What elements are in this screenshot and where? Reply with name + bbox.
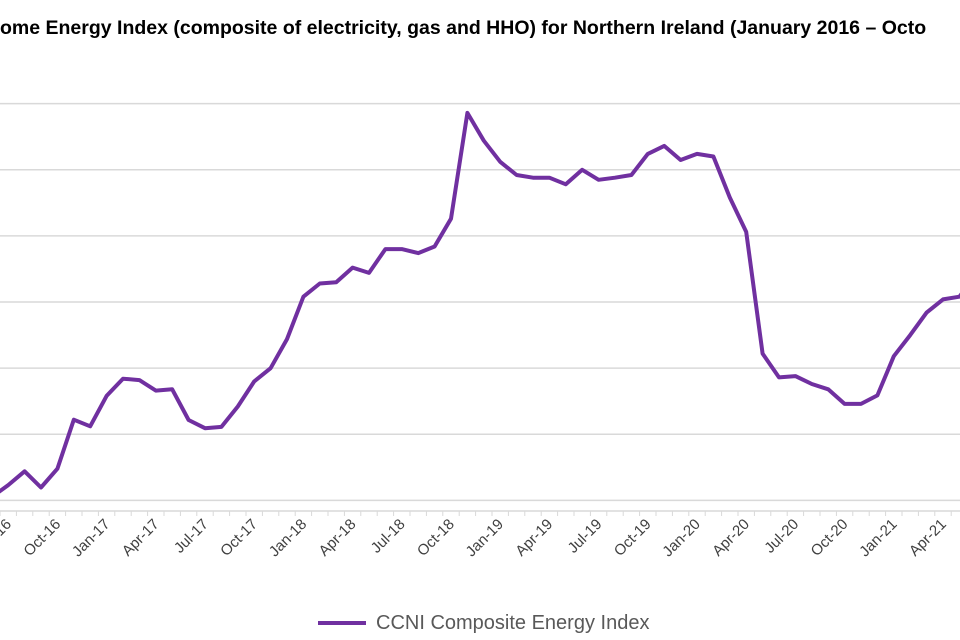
x-tick-label: Apr-17 bbox=[119, 516, 163, 560]
x-tick-label: Jul-18 bbox=[368, 516, 409, 557]
x-tick-label: Apr-18 bbox=[316, 516, 360, 560]
x-tick-label: Oct-18 bbox=[414, 516, 458, 560]
x-tick-label: Oct-20 bbox=[808, 516, 852, 560]
x-tick-label: Apr-19 bbox=[512, 516, 556, 560]
x-tick-label: Jan-19 bbox=[463, 516, 507, 560]
x-tick-label: Jan-21 bbox=[856, 516, 900, 560]
legend-label: CCNI Composite Energy Index bbox=[376, 611, 650, 634]
x-tick-label: Jul-20 bbox=[761, 516, 802, 557]
x-tick-label: Oct-16 bbox=[20, 516, 64, 560]
chart-title: ome Energy Index (composite of electrici… bbox=[0, 17, 927, 39]
x-tick-label: Jul-16 bbox=[0, 516, 15, 557]
legend: CCNI Composite Energy Index bbox=[318, 609, 649, 637]
x-tick-label: Jul-19 bbox=[565, 516, 606, 557]
x-tick-label: Jan-17 bbox=[69, 516, 113, 560]
x-tick-marks bbox=[0, 511, 952, 516]
x-tick-label: Jan-18 bbox=[266, 516, 310, 560]
x-tick-label: Apr-21 bbox=[906, 516, 950, 560]
series-line-ccni bbox=[0, 110, 960, 494]
x-tick-label: Jul-17 bbox=[171, 516, 212, 557]
x-tick-label: Apr-20 bbox=[709, 516, 753, 560]
gridlines bbox=[0, 102, 960, 502]
x-tick-label: Oct-19 bbox=[611, 516, 655, 560]
x-tick-label: Oct-17 bbox=[217, 516, 261, 560]
x-tick-label: Jan-20 bbox=[659, 516, 703, 560]
legend-swatch bbox=[318, 621, 366, 625]
x-tick-labels: Jul-16 Oct-16 Jan-17 Apr-17 Jul-17 Oct-17 Jan-… bbox=[0, 516, 950, 560]
